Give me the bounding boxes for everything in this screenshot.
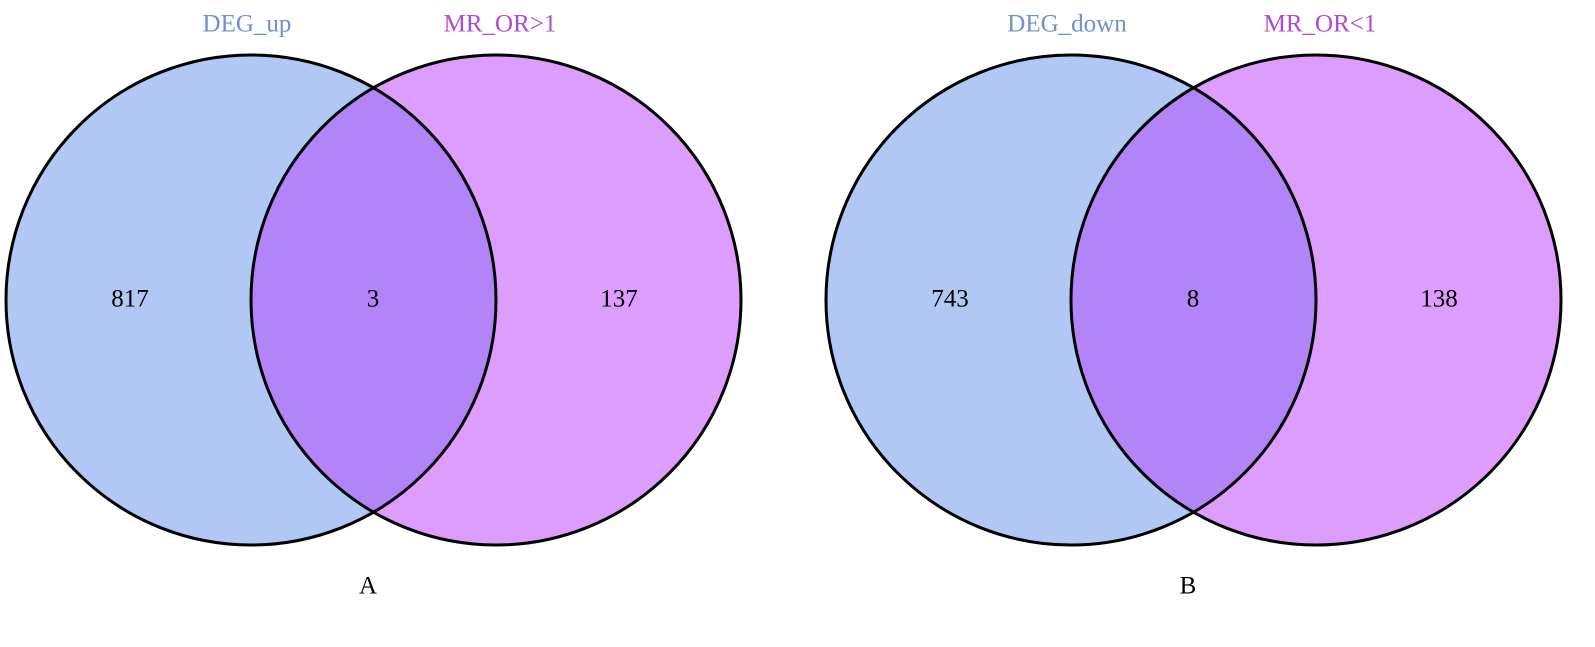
set-outline: [1069, 53, 1563, 547]
panel-label: B: [1180, 573, 1197, 600]
region-count: 817: [111, 286, 149, 313]
region-count: 743: [931, 286, 969, 313]
set-outline: [4, 53, 498, 547]
set-outline: [824, 53, 1318, 547]
set-label: MR_OR>1: [444, 11, 557, 38]
overlap-region: [251, 55, 496, 545]
region-count: 8: [1187, 286, 1200, 313]
set-label: MR_OR<1: [1264, 11, 1377, 38]
panel-label: A: [359, 573, 377, 600]
region-count: 3: [367, 286, 380, 313]
set-outline: [249, 53, 743, 547]
region-count: 138: [1420, 286, 1458, 313]
set-label: DEG_up: [203, 11, 292, 38]
region-count: 137: [600, 286, 638, 313]
overlap-region: [1071, 55, 1316, 545]
set-label: DEG_down: [1007, 11, 1127, 38]
